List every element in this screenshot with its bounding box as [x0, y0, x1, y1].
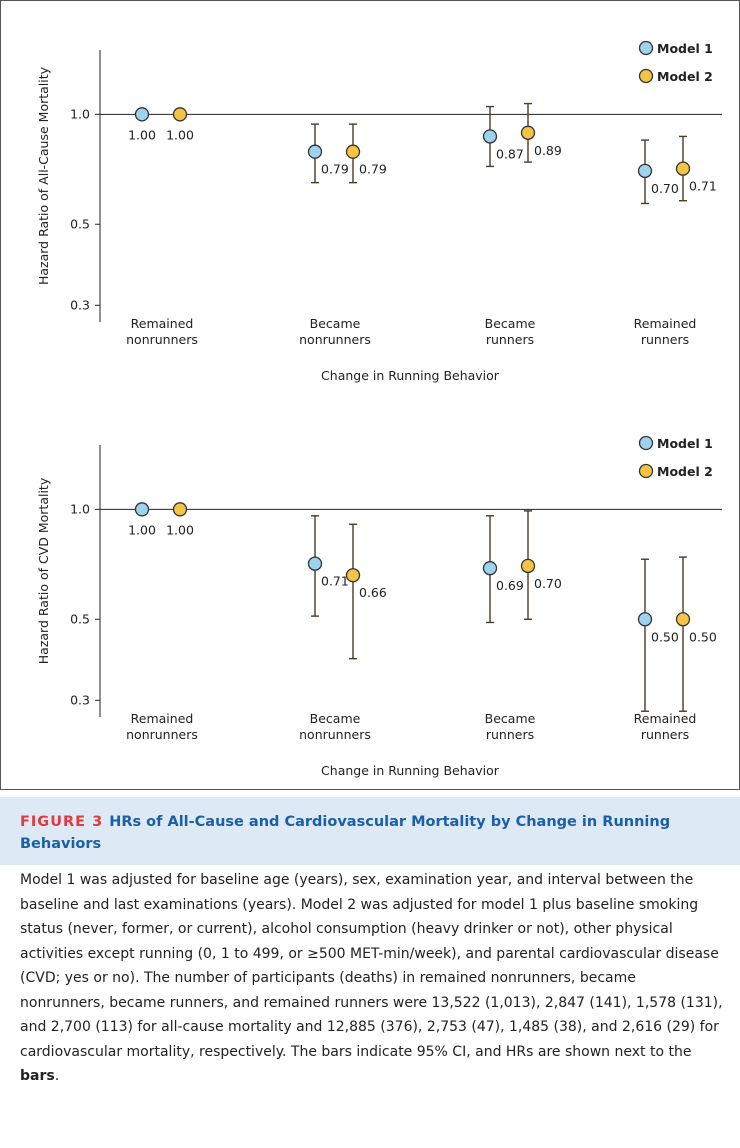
x-tick-label: Remained: [634, 711, 697, 726]
y-tick-label: 0.5: [70, 216, 90, 231]
legend-label: Model 2: [657, 69, 713, 84]
x-tick-label: nonrunners: [299, 332, 371, 347]
data-label: 0.66: [359, 585, 387, 600]
x-tick-label: nonrunners: [126, 332, 198, 347]
y-tick-label: 0.3: [70, 692, 90, 707]
point: [172, 502, 188, 517]
data-label: 0.79: [359, 162, 387, 177]
body-bold: bars: [20, 1068, 55, 1084]
y-tick-label: 0.5: [70, 611, 90, 626]
data-label: 0.71: [689, 179, 717, 194]
frame: [0, 0, 740, 790]
x-tick-label: nonrunners: [126, 727, 198, 742]
x-tick-label: Remained: [131, 711, 194, 726]
point: [637, 612, 653, 627]
point: [134, 107, 150, 122]
y-tick-label: 1.0: [70, 106, 90, 121]
caption-title: FIGURE 3 HRs of All-Cause and Cardiovascu…: [0, 797, 740, 865]
legend-marker: [638, 68, 654, 84]
y-tick-label: 1.0: [70, 501, 90, 516]
point: [675, 612, 691, 627]
y-axis-label: Hazard Ratio of CVD Mortality: [36, 477, 51, 664]
legend-marker: [638, 463, 654, 479]
point: [307, 144, 323, 159]
data-label: 0.89: [534, 143, 562, 158]
point: [307, 556, 323, 571]
point: [134, 502, 150, 517]
point: [345, 144, 361, 159]
x-tick-label: Remained: [634, 316, 697, 331]
body-text: Model 1 was adjusted for baseline age (y…: [20, 872, 723, 1060]
data-label: 0.70: [651, 181, 679, 196]
x-tick-label: Became: [485, 711, 536, 726]
data-label: 0.69: [496, 578, 524, 593]
data-label: 0.71: [321, 574, 349, 589]
x-tick-label: Remained: [131, 316, 194, 331]
point: [482, 129, 498, 144]
figure-label: FIGURE 3: [20, 814, 104, 830]
data-label: 0.79: [321, 162, 349, 177]
point: [637, 163, 653, 179]
x-tick-label: Became: [485, 316, 536, 331]
x-tick-label: runners: [641, 727, 689, 742]
data-label: 1.00: [166, 127, 194, 142]
point: [345, 568, 361, 583]
data-label: 0.50: [689, 629, 717, 644]
data-label: 0.87: [496, 146, 524, 161]
x-tick-label: runners: [486, 332, 534, 347]
y-axis-label: Hazard Ratio of All-Cause Mortality: [36, 66, 51, 285]
point: [520, 125, 536, 140]
y-tick-label: 0.3: [70, 297, 90, 312]
body-end: .: [54, 1068, 60, 1084]
legend-label: Model 2: [657, 464, 713, 479]
point: [675, 161, 691, 176]
data-label: 1.00: [128, 127, 156, 142]
x-tick-label: runners: [486, 727, 534, 742]
point: [172, 107, 188, 122]
caption-text: HRs of All-Cause and Cardiovascular Mort…: [20, 814, 671, 852]
figure: 0.3 0.5 1.0 Hazard Ratio of All-Cause Morta…: [0, 0, 740, 790]
x-tick-label: Became: [310, 711, 361, 726]
data-label: 0.50: [651, 629, 679, 644]
x-tick-label: runners: [641, 332, 689, 347]
legend-label: Model 1: [657, 436, 713, 451]
legend-label: Model 1: [657, 41, 713, 56]
caption-body: Model 1 was adjusted for baseline age (y…: [20, 868, 725, 1089]
x-axis-label: Change in Running Behavior: [321, 763, 500, 778]
data-label: 0.70: [534, 576, 562, 591]
point: [520, 558, 536, 574]
x-axis-label: Change in Running Behavior: [321, 368, 500, 383]
x-tick-label: Became: [310, 316, 361, 331]
point: [482, 561, 498, 576]
data-label: 1.00: [128, 522, 156, 537]
legend-marker: [638, 40, 654, 56]
x-tick-label: nonrunners: [299, 727, 371, 742]
data-label: 1.00: [166, 522, 194, 537]
legend-marker: [638, 435, 654, 451]
